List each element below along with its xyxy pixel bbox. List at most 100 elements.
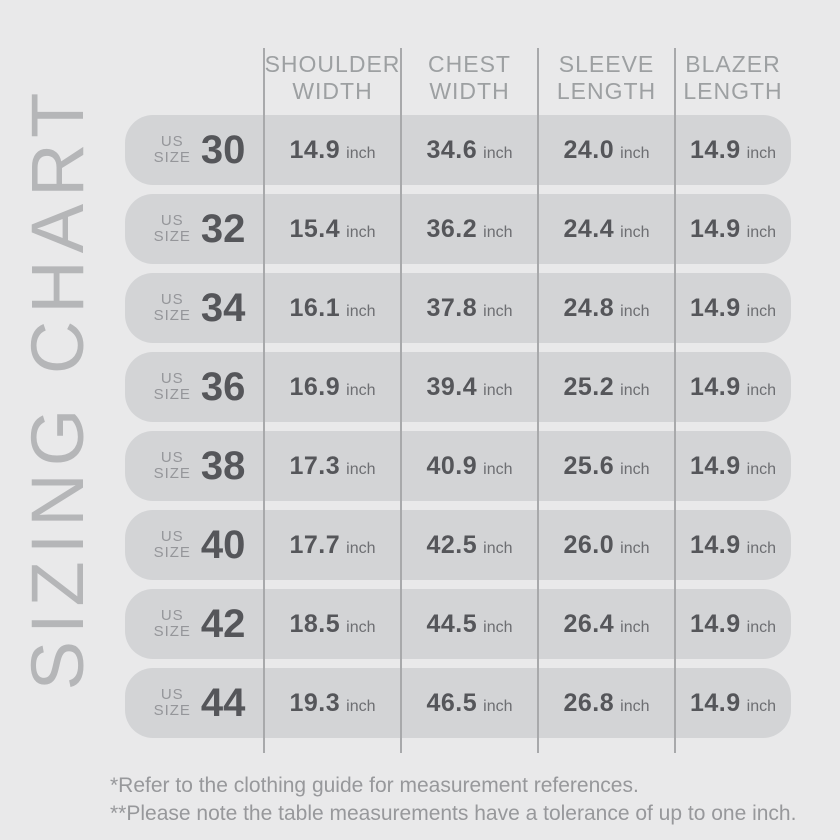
unit-label: inch [620, 539, 650, 557]
us-label: US [160, 212, 184, 229]
size-value: 32 [200, 206, 246, 251]
measurement-value: 16.1 [289, 293, 341, 322]
unit-label: inch [746, 223, 777, 241]
table-row-size-34: US SIZE 34 16.1 inch 37.8 inch 24.8 inch 14… [125, 273, 791, 343]
measurement-value: 25.2 [563, 372, 615, 401]
page-title-vertical: SIZING CHART [16, 85, 99, 691]
sleeve-length-cell: 26.4 inch [538, 610, 675, 639]
measurement-value: 36.2 [426, 214, 478, 243]
shoulder-width-cell: 17.7 inch [264, 531, 401, 560]
measurement-value: 44.5 [426, 609, 478, 638]
measurement-value: 24.4 [563, 214, 615, 243]
us-size-label: US SIZE [154, 213, 191, 245]
column-divider [674, 48, 676, 753]
unit-label: inch [346, 302, 376, 320]
blazer-length-cell: 14.9 inch [675, 531, 791, 560]
unit-label: inch [483, 381, 513, 399]
measurement-value: 18.5 [289, 609, 341, 638]
size-label: SIZE [153, 149, 191, 166]
blazer-length-cell: 14.9 inch [675, 215, 791, 244]
size-value: 34 [200, 285, 246, 330]
chest-width-cell: 34.6 inch [401, 136, 538, 165]
sizing-table: SHOULDER WIDTH CHEST WIDTH SLEEVE LENGTH… [125, 48, 791, 747]
unit-label: inch [746, 460, 777, 478]
size-value: 38 [200, 443, 246, 488]
column-divider [263, 48, 265, 753]
measurement-value: 14.9 [289, 135, 341, 164]
us-size-label: US SIZE [154, 608, 191, 640]
size-value: 36 [200, 364, 246, 409]
header-line: SLEEVE [558, 51, 655, 77]
header-line: WIDTH [292, 78, 373, 104]
unit-label: inch [346, 460, 376, 478]
size-value: 42 [200, 601, 246, 646]
measurement-value: 19.3 [289, 688, 341, 717]
shoulder-width-cell: 16.9 inch [264, 373, 401, 402]
us-label: US [160, 528, 184, 545]
us-size-label: US SIZE [154, 292, 191, 324]
footnote-line-2: **Please note the table measurements hav… [110, 802, 797, 825]
unit-label: inch [483, 460, 513, 478]
chest-width-cell: 37.8 inch [401, 294, 538, 323]
size-cell: US SIZE 40 [125, 523, 264, 568]
unit-label: inch [746, 539, 777, 557]
chest-width-cell: 44.5 inch [401, 610, 538, 639]
measurement-value: 26.0 [563, 530, 615, 559]
sleeve-length-cell: 25.2 inch [538, 373, 675, 402]
unit-label: inch [483, 539, 513, 557]
measurement-value: 37.8 [426, 293, 478, 322]
measurement-value: 17.7 [289, 530, 341, 559]
table-row-size-42: US SIZE 42 18.5 inch 44.5 inch 26.4 inch 14… [125, 589, 791, 659]
size-label: SIZE [153, 386, 191, 403]
us-label: US [160, 449, 184, 466]
chest-width-cell: 36.2 inch [401, 215, 538, 244]
size-label: SIZE [153, 702, 191, 719]
measurement-value: 26.4 [563, 609, 615, 638]
measurement-value: 24.0 [563, 135, 615, 164]
blazer-length-cell: 14.9 inch [675, 452, 791, 481]
blazer-length-cell: 14.9 inch [675, 689, 791, 718]
chest-width-cell: 39.4 inch [401, 373, 538, 402]
size-label: SIZE [153, 307, 191, 324]
size-label: SIZE [153, 623, 191, 640]
measurement-value: 34.6 [426, 135, 478, 164]
chest-width-cell: 46.5 inch [401, 689, 538, 718]
measurement-value: 25.6 [563, 451, 615, 480]
header-line: CHEST [428, 51, 511, 77]
unit-label: inch [620, 697, 650, 715]
unit-label: inch [746, 381, 777, 399]
measurement-value: 42.5 [426, 530, 478, 559]
unit-label: inch [620, 144, 650, 162]
measurement-value: 39.4 [426, 372, 478, 401]
us-label: US [160, 686, 184, 703]
table-row-size-40: US SIZE 40 17.7 inch 42.5 inch 26.0 inch 14… [125, 510, 791, 580]
unit-label: inch [746, 697, 777, 715]
measurement-value: 46.5 [426, 688, 478, 717]
unit-label: inch [620, 618, 650, 636]
footnotes: *Refer to the clothing guide for measure… [110, 772, 796, 828]
size-cell: US SIZE 32 [125, 207, 264, 252]
column-header-blazer-length: BLAZER LENGTH [675, 48, 791, 108]
unit-label: inch [483, 697, 513, 715]
unit-label: inch [483, 302, 513, 320]
unit-label: inch [620, 302, 650, 320]
measurement-value: 14.9 [689, 293, 741, 322]
table-header-row: SHOULDER WIDTH CHEST WIDTH SLEEVE LENGTH… [264, 48, 791, 108]
shoulder-width-cell: 14.9 inch [264, 136, 401, 165]
unit-label: inch [746, 618, 777, 636]
shoulder-width-cell: 16.1 inch [264, 294, 401, 323]
size-label: SIZE [153, 544, 191, 561]
header-line: LENGTH [683, 78, 783, 104]
size-cell: US SIZE 44 [125, 681, 264, 726]
chest-width-cell: 40.9 inch [401, 452, 538, 481]
sleeve-length-cell: 25.6 inch [538, 452, 675, 481]
chest-width-cell: 42.5 inch [401, 531, 538, 560]
sleeve-length-cell: 26.0 inch [538, 531, 675, 560]
size-cell: US SIZE 30 [125, 128, 264, 173]
sleeve-length-cell: 24.0 inch [538, 136, 675, 165]
table-row-size-38: US SIZE 38 17.3 inch 40.9 inch 25.6 inch 14… [125, 431, 791, 501]
column-divider [537, 48, 539, 753]
measurement-value: 26.8 [563, 688, 615, 717]
size-cell: US SIZE 38 [125, 444, 264, 489]
unit-label: inch [346, 223, 376, 241]
